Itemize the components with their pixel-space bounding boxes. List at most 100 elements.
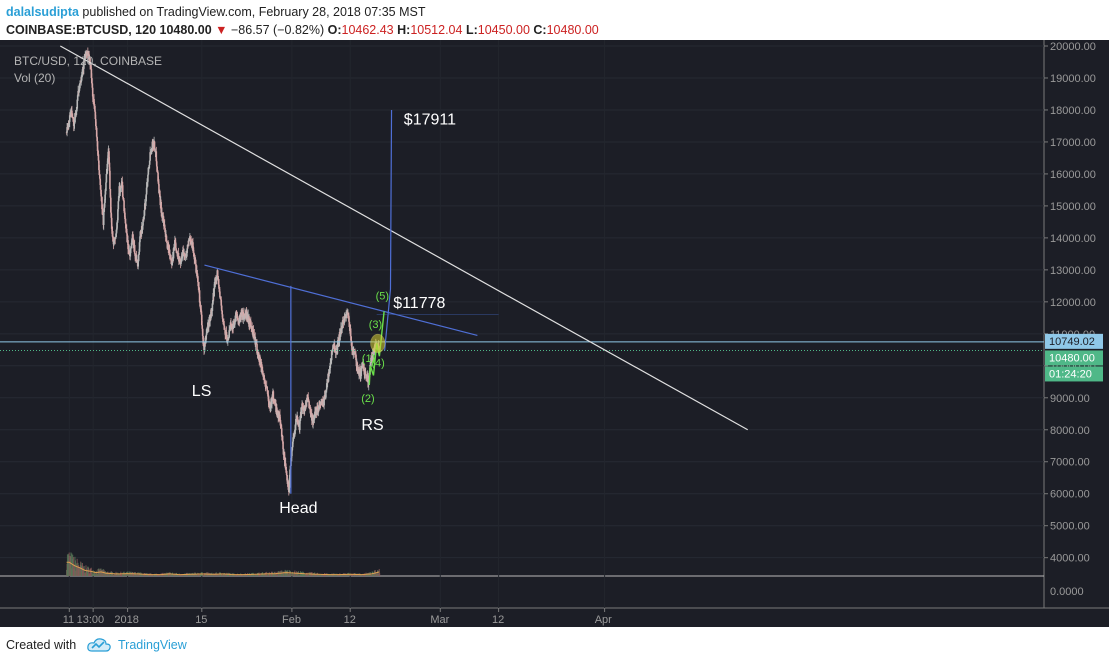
candle-body-88 <box>104 190 107 195</box>
price-chart[interactable]: (1) (2) (3) (4) (5) LS Head RS $17911 $11778 2000… <box>0 40 1109 627</box>
candle-body-65 <box>94 111 97 120</box>
price-label-box-high-text: 10749.02 <box>1049 336 1095 348</box>
candle-body-638 <box>347 314 350 316</box>
candle-body-536 <box>302 408 305 410</box>
y-tick-label-11: 9000.00 <box>1050 393 1090 405</box>
candle-body-420 <box>251 326 253 333</box>
candle-body-115 <box>116 220 119 223</box>
candle-body-568 <box>316 407 319 409</box>
candle-body-296 <box>196 274 199 276</box>
candle-body-639 <box>348 315 350 322</box>
candle-body-505 <box>288 474 291 488</box>
candle-body-264 <box>182 250 185 252</box>
candle-body-546 <box>307 394 309 398</box>
candle-body-636 <box>346 311 349 315</box>
candle-body-646 <box>351 342 353 351</box>
candle-body-658 <box>356 362 359 371</box>
candle-body-403 <box>243 315 246 319</box>
candle-body-381 <box>234 321 236 325</box>
candle-body-181 <box>145 187 148 195</box>
candle-body-561 <box>313 416 316 420</box>
candle-body-673 <box>363 364 365 370</box>
candle-body-600 <box>330 350 333 361</box>
candle-body-428 <box>254 342 257 345</box>
candle-body-312 <box>203 346 206 351</box>
candle-body-151 <box>132 238 135 244</box>
candle-body-478 <box>276 410 279 413</box>
candle-body-640 <box>348 321 351 325</box>
candle-body-134 <box>125 223 127 229</box>
candle-body-654 <box>354 353 357 355</box>
candle-body-534 <box>301 403 304 407</box>
y-axis: 20000.00 19000.00 18000.00 17000.00 16000.00… <box>1044 41 1103 598</box>
candle-body-530 <box>299 411 302 418</box>
x-tick-label-5: 12 <box>344 614 356 626</box>
tradingview-cloud-icon[interactable] <box>86 636 112 654</box>
candle-body-506 <box>289 469 291 475</box>
candle-body-280 <box>189 236 192 240</box>
candle-body-123 <box>120 187 122 189</box>
candle-body-10 <box>70 112 72 117</box>
candle-body-24 <box>76 99 79 109</box>
candle-body-273 <box>186 248 189 253</box>
candle-body-589 <box>325 383 328 390</box>
candle-body-409 <box>246 312 249 317</box>
candle-body-596 <box>329 367 331 370</box>
annotation-rs: RS <box>361 417 383 434</box>
candle-body-206 <box>156 171 159 173</box>
candle-body-562 <box>314 411 316 417</box>
candle-body-155 <box>134 253 136 257</box>
candle-body-205 <box>156 166 158 172</box>
candle-body-337 <box>214 278 217 282</box>
candle-body-301 <box>198 290 201 303</box>
candle-body-664 <box>359 369 361 371</box>
candle-body-454 <box>266 387 268 391</box>
candle-body-572 <box>318 401 321 410</box>
candle-body-185 <box>147 167 150 175</box>
volume-bar-104 <box>111 572 113 576</box>
volume-bar-160 <box>136 572 138 576</box>
candle-body-418 <box>250 325 253 327</box>
candle-body-244 <box>173 243 176 251</box>
candle-body-158 <box>135 254 138 262</box>
candle-body-297 <box>197 275 199 283</box>
candle-body-318 <box>206 329 208 330</box>
candle-body-23 <box>76 108 78 110</box>
candle-body-214 <box>160 201 162 213</box>
candle-body-127 <box>121 185 124 197</box>
candle-body-92 <box>106 163 109 174</box>
candle-body-139 <box>127 240 129 249</box>
candle-body-227 <box>166 240 168 244</box>
candle-body-485 <box>280 425 282 427</box>
candle-body-653 <box>354 352 356 354</box>
candle-body-558 <box>312 418 314 424</box>
volume-bar-20 <box>74 560 76 576</box>
candle-body-281 <box>189 239 192 241</box>
candle-body-328 <box>210 310 213 312</box>
candle-body-496 <box>284 463 287 467</box>
candle-body-660 <box>357 366 359 369</box>
candle-body-295 <box>196 270 198 275</box>
candle-body-35 <box>81 74 83 76</box>
candle-body-523 <box>296 416 299 421</box>
candle-body-196 <box>152 144 155 148</box>
candle-body-164 <box>138 251 140 255</box>
candle-body-401 <box>242 313 245 316</box>
candle-body-532 <box>300 409 303 415</box>
candle-body-484 <box>279 421 282 426</box>
candle-body-431 <box>256 344 258 354</box>
candle-body-497 <box>285 466 287 473</box>
price-axis[interactable] <box>1044 40 1109 627</box>
candle-body-175 <box>143 216 145 220</box>
candle-body-588 <box>325 389 328 391</box>
y-tick-label-4: 16000.00 <box>1050 169 1096 181</box>
candle-body-30 <box>79 83 81 85</box>
volume-bar-157 <box>135 574 137 576</box>
tradingview-brand[interactable]: TradingView <box>118 638 187 652</box>
candle-body-384 <box>235 313 238 316</box>
volume-bar-644 <box>350 573 352 576</box>
candle-body-140 <box>127 248 130 250</box>
legend-symbol: BTC/USD, 120, COINBASE <box>14 54 162 68</box>
author-link[interactable]: dalalsudipta <box>6 5 79 19</box>
candle-body-60 <box>92 96 94 99</box>
